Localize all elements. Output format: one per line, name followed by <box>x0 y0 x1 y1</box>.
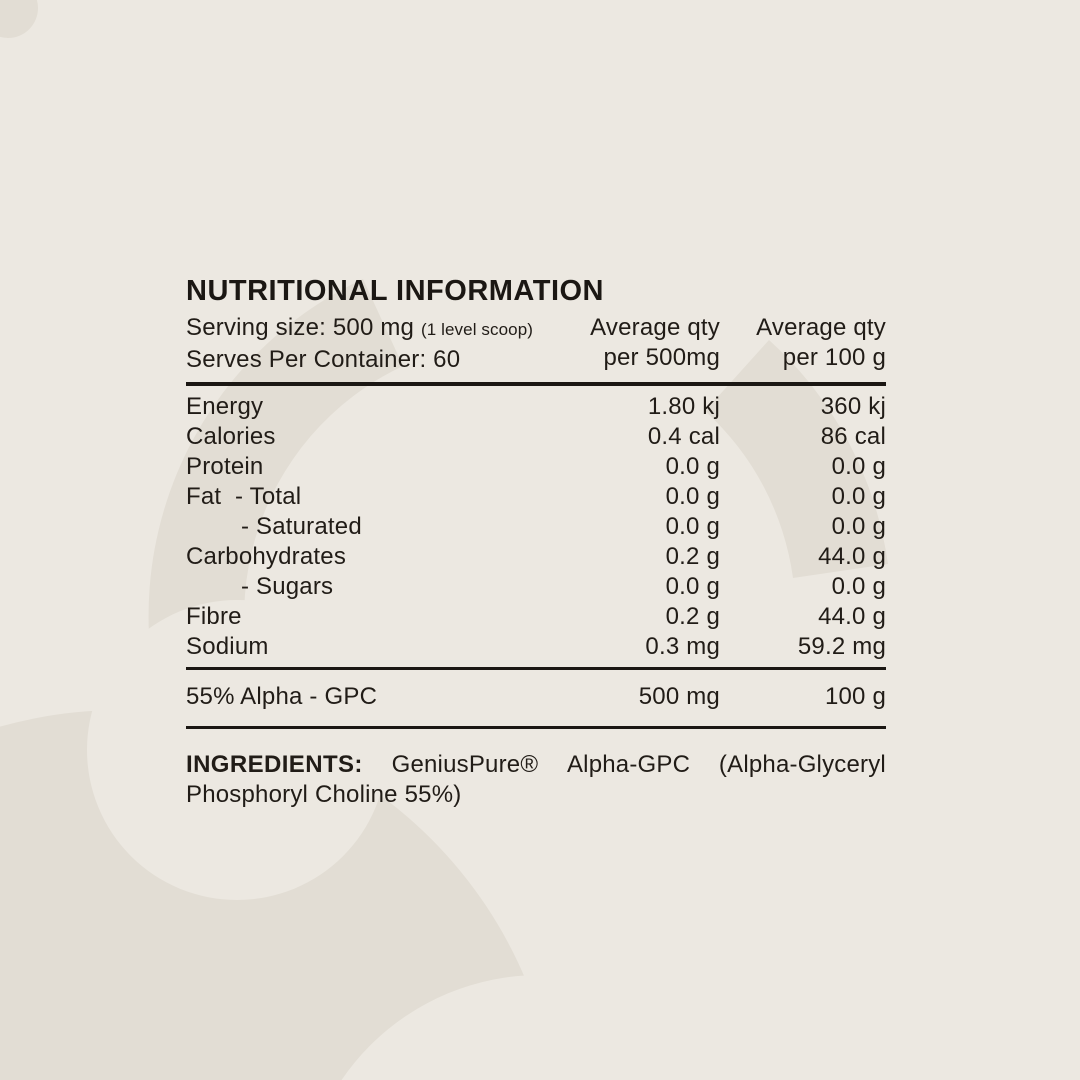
alpha-divider-rule <box>186 726 886 729</box>
qty-per-100g: 0.0 g <box>831 453 886 480</box>
corner-blob <box>0 0 38 38</box>
qty-per-500mg: 0.0 g <box>665 483 720 510</box>
table-header: Serving size: 500 mg (1 level scoop) Ser… <box>186 313 886 375</box>
serving-size-note: (1 level scoop) <box>420 320 534 339</box>
qty-per-500mg: 0.2 g <box>665 603 720 630</box>
qty-per-100g: 59.2 mg <box>797 633 886 660</box>
serving-info: Serving size: 500 mg (1 level scoop) Ser… <box>186 313 552 375</box>
row-label: Energy <box>186 393 264 420</box>
qty-per-100g: 0.0 g <box>831 513 886 540</box>
row-label: 55% Alpha - GPC <box>186 683 378 710</box>
column-header-line: per 100 g <box>782 344 886 371</box>
column-header-line: Average qty <box>756 314 886 341</box>
qty-per-500mg: 500 mg <box>638 683 720 710</box>
ingredients-label: INGREDIENTS: <box>186 751 363 778</box>
row-label: Protein <box>186 453 264 480</box>
row-label: Sodium <box>186 633 269 660</box>
ingredients-word: Alpha-GPC <box>566 751 691 778</box>
bottom-light-circle <box>341 975 739 1080</box>
column-header-line: Average qty <box>590 314 720 341</box>
right-crescent-shape <box>705 340 888 578</box>
table-row: Carbohydrates 0.2 g 44.0 g <box>186 542 886 572</box>
row-label: - Saturated <box>186 513 362 540</box>
qty-per-100g: 0.0 g <box>831 483 886 510</box>
nutrition-panel: NUTRITIONAL INFORMATION Serving size: 50… <box>186 276 886 810</box>
table-row: - Saturated 0.0 g 0.0 g <box>186 512 886 542</box>
qty-per-500mg: 1.80 kj <box>647 393 720 420</box>
qty-per-500mg: 0.0 g <box>665 513 720 540</box>
sodium-divider-rule <box>186 667 886 670</box>
qty-per-500mg: 0.3 mg <box>645 633 720 660</box>
column-header-per-500mg: Average qty per 500mg <box>552 313 720 375</box>
panel-title: NUTRITIONAL INFORMATION <box>186 275 604 307</box>
qty-per-100g: 360 kj <box>820 393 886 420</box>
serves-per-container-text: Serves Per Container: 60 <box>186 346 461 373</box>
qty-per-500mg: 0.0 g <box>665 453 720 480</box>
serving-size-text: Serving size: 500 mg <box>186 314 415 341</box>
ingredients-word: GeniusPure® <box>391 751 539 778</box>
row-label: Carbohydrates <box>186 543 347 570</box>
ingredients-word: (Alpha-Glyceryl <box>718 751 886 778</box>
row-label: Calories <box>186 423 276 450</box>
table-row: Energy 1.80 kj 360 kj <box>186 392 886 422</box>
column-header-per-100g: Average qty per 100 g <box>720 313 886 375</box>
ingredients-line2: Phosphoryl Choline 55%) <box>186 781 462 808</box>
row-label: Fibre <box>186 603 242 630</box>
ingredients-line1: INGREDIENTS: GeniusPure® Alpha-GPC (Alph… <box>186 750 886 780</box>
column-header-line: per 500mg <box>603 344 720 371</box>
qty-per-100g: 100 g <box>824 683 886 710</box>
table-row: Sodium 0.3 mg 59.2 mg <box>186 632 886 662</box>
table-row: Fat - Total 0.0 g 0.0 g <box>186 482 886 512</box>
qty-per-500mg: 0.2 g <box>665 543 720 570</box>
qty-per-100g: 0.0 g <box>831 573 886 600</box>
inner-light-circle <box>87 600 387 900</box>
ingredients-section: INGREDIENTS: GeniusPure® Alpha-GPC (Alph… <box>186 750 886 810</box>
table-row: Calories 0.4 cal 86 cal <box>186 422 886 452</box>
alpha-gpc-row: 55% Alpha - GPC 500 mg 100 g <box>186 670 886 726</box>
qty-per-100g: 86 cal <box>820 423 886 450</box>
qty-per-100g: 44.0 g <box>818 543 886 570</box>
table-row: - Sugars 0.0 g 0.0 g <box>186 572 886 602</box>
row-label: Fat - Total <box>186 483 302 510</box>
qty-per-100g: 44.0 g <box>818 603 886 630</box>
nutrition-rows: Energy 1.80 kj 360 kj Calories 0.4 cal 8… <box>186 386 886 667</box>
qty-per-500mg: 0.4 cal <box>647 423 720 450</box>
table-row: Protein 0.0 g 0.0 g <box>186 452 886 482</box>
serving-size-line: Serving size: 500 mg (1 level scoop) <box>186 313 552 345</box>
row-label: - Sugars <box>186 573 334 600</box>
header-divider-rule <box>186 382 886 386</box>
qty-per-500mg: 0.0 g <box>665 573 720 600</box>
table-row: Fibre 0.2 g 44.0 g <box>186 602 886 632</box>
